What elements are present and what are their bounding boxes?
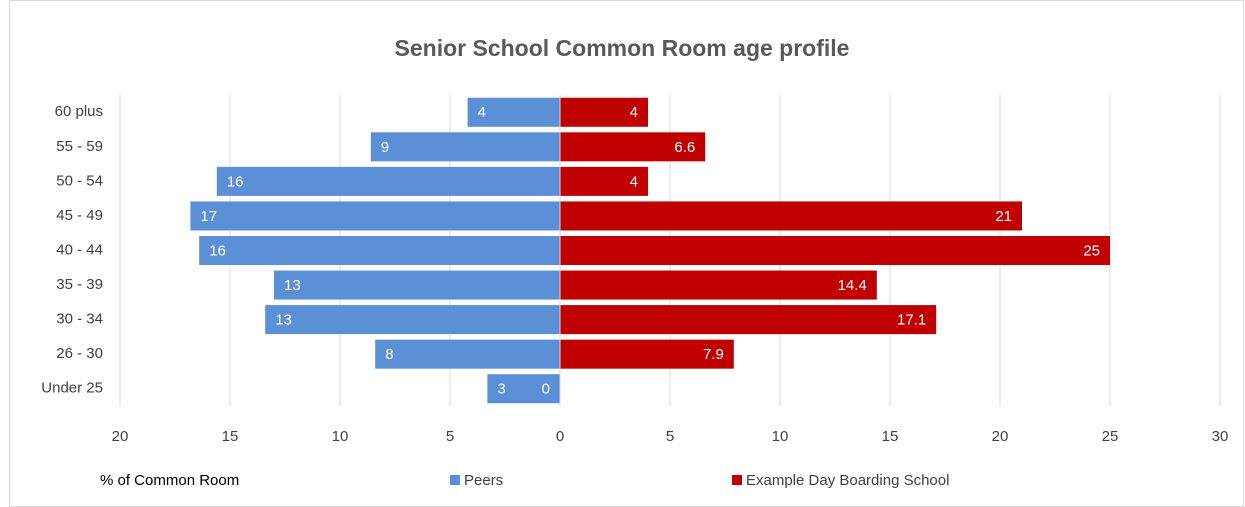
bar bbox=[199, 235, 560, 266]
y-tick-label: 40 - 44 bbox=[56, 241, 103, 258]
bar bbox=[560, 201, 1022, 231]
data-label: 4 bbox=[630, 173, 638, 190]
data-label: 7.9 bbox=[703, 346, 724, 363]
bar bbox=[467, 97, 560, 127]
data-label: 16 bbox=[209, 242, 226, 259]
x-tick-label: 10 bbox=[332, 428, 349, 445]
y-tick-label: 30 - 34 bbox=[56, 311, 103, 328]
bar bbox=[560, 235, 1110, 266]
bar bbox=[190, 201, 560, 231]
bar bbox=[216, 166, 561, 196]
bar bbox=[560, 132, 706, 162]
legend-label: Peers bbox=[464, 472, 503, 489]
bar bbox=[560, 166, 648, 196]
data-label: 9 bbox=[381, 139, 389, 156]
data-label: 0 bbox=[542, 381, 550, 398]
data-label: 4 bbox=[630, 104, 638, 121]
x-tick-label: 25 bbox=[1102, 428, 1119, 445]
legend-swatch bbox=[732, 475, 742, 485]
bar bbox=[560, 305, 937, 335]
y-tick-label: 50 - 54 bbox=[56, 172, 103, 189]
y-tick-label: 45 - 49 bbox=[56, 207, 103, 224]
data-label: 8 bbox=[385, 346, 393, 363]
y-tick-label: 55 - 59 bbox=[56, 138, 103, 155]
data-label: 4 bbox=[478, 104, 486, 121]
data-label: 25 bbox=[1083, 242, 1100, 259]
data-label: 6.6 bbox=[674, 139, 695, 156]
bar bbox=[265, 305, 560, 335]
x-tick-label: 20 bbox=[112, 428, 129, 445]
y-tick-label: 35 - 39 bbox=[56, 276, 103, 293]
x-tick-label: 10 bbox=[772, 428, 789, 445]
bar bbox=[487, 374, 560, 404]
x-tick-label: 15 bbox=[882, 428, 899, 445]
data-label: 16 bbox=[227, 173, 244, 190]
data-label: 13 bbox=[284, 277, 301, 294]
y-tick-label: 60 plus bbox=[55, 103, 103, 120]
bar bbox=[274, 270, 560, 300]
x-tick-label: 0 bbox=[556, 428, 564, 445]
bar bbox=[560, 97, 648, 127]
bar bbox=[375, 339, 560, 369]
x-tick-label: 15 bbox=[222, 428, 239, 445]
data-label: 17 bbox=[200, 208, 217, 225]
y-tick-label: Under 25 bbox=[41, 380, 103, 397]
data-label: 3 bbox=[497, 381, 505, 398]
bar bbox=[370, 132, 560, 162]
y-tick-label: 26 - 30 bbox=[56, 345, 103, 362]
data-label: 14.4 bbox=[838, 277, 867, 294]
data-label: 17.1 bbox=[897, 312, 926, 329]
bar bbox=[560, 339, 734, 369]
legend-label: Example Day Boarding School bbox=[746, 472, 949, 489]
x-tick-label: 5 bbox=[666, 428, 674, 445]
legend-swatch bbox=[450, 475, 460, 485]
x-axis-label: % of Common Room bbox=[100, 472, 239, 489]
bar bbox=[560, 270, 877, 300]
data-label: 21 bbox=[995, 208, 1012, 225]
data-label: 13 bbox=[275, 312, 292, 329]
chart-title: Senior School Common Room age profile bbox=[395, 35, 850, 61]
x-tick-label: 20 bbox=[992, 428, 1009, 445]
x-tick-label: 5 bbox=[446, 428, 454, 445]
x-tick-label: 30 bbox=[1212, 428, 1229, 445]
